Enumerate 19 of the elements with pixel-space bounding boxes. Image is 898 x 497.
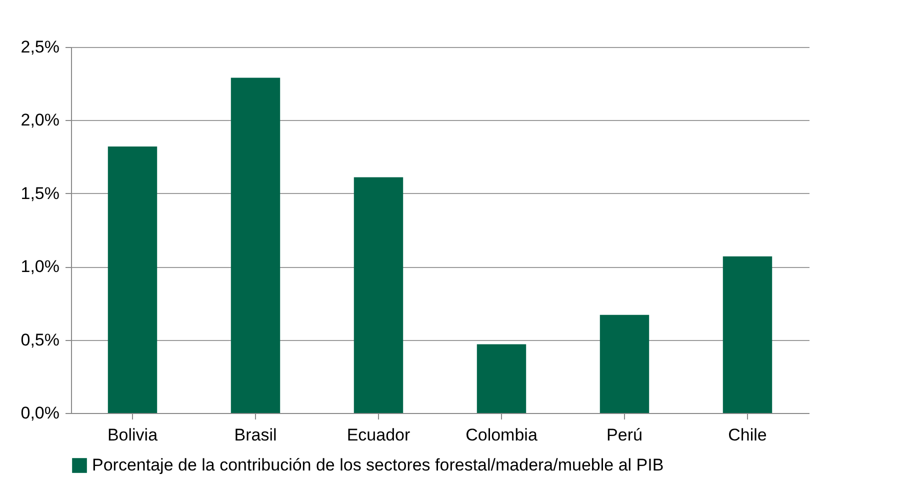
bar [476, 344, 526, 413]
x-tick-label: Bolivia [107, 426, 158, 444]
x-tick-label: Colombia [466, 426, 538, 444]
legend-label: Porcentaje de la contribución de los sectores forestal/madera/mueble al PIB [92, 456, 664, 474]
y-tick-label: 1,0% [20, 257, 60, 276]
y-tick-label: 2,0% [20, 110, 60, 130]
x-tick-label: Chile [728, 426, 767, 444]
x-tick-label: Perú [606, 426, 642, 444]
bar [722, 256, 772, 413]
bar [600, 314, 650, 413]
y-tick-label: 0,0% [20, 404, 60, 422]
bar [230, 78, 280, 413]
bar [108, 146, 158, 413]
bar [354, 177, 404, 413]
x-tick-label: Brasil [234, 426, 277, 444]
y-tick-label: 1,5% [20, 184, 60, 203]
x-tick-label: Ecuador [346, 426, 410, 444]
y-tick-label: 2,5% [20, 38, 60, 56]
y-tick-label: 0,5% [20, 330, 60, 350]
